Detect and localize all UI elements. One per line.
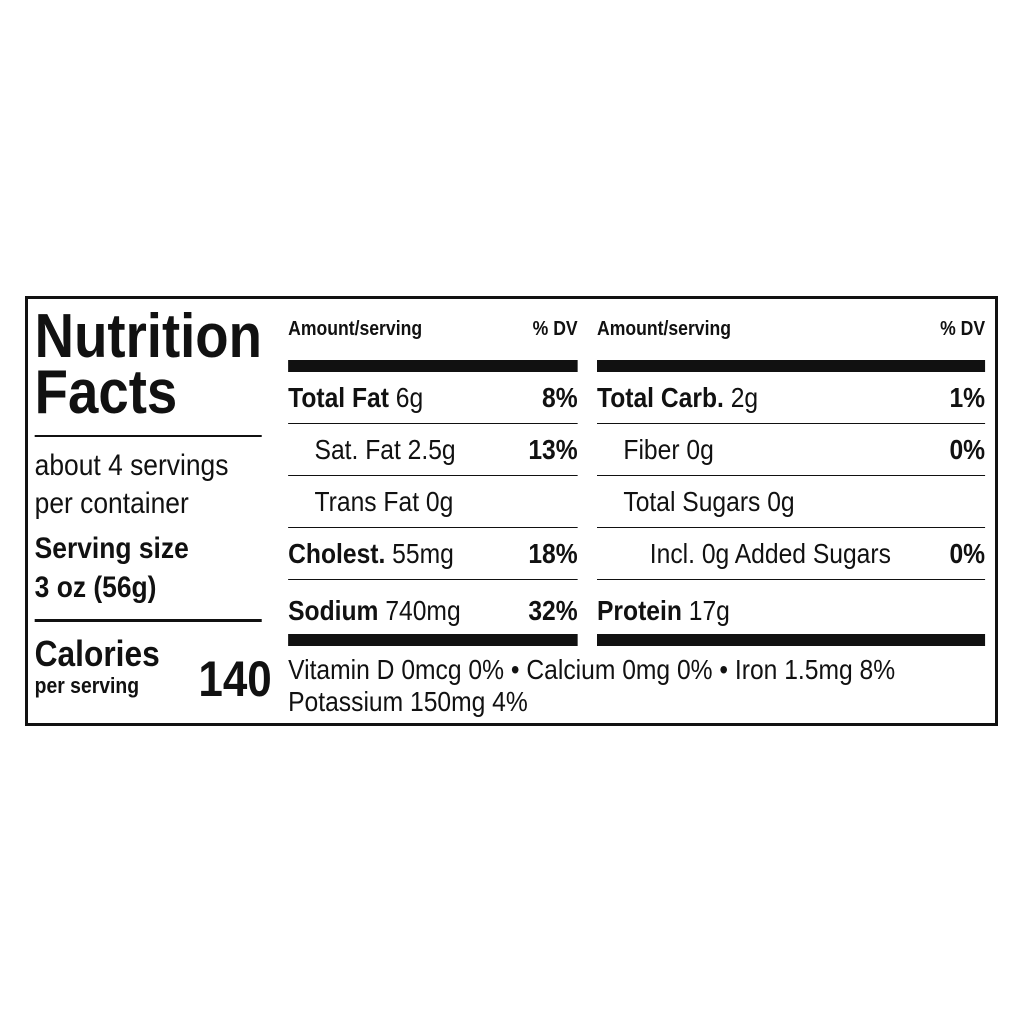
footer-line: Potassium 150mg 4% (288, 686, 528, 717)
calories-sublabel: per serving (34, 673, 140, 698)
amount: 740mg (385, 595, 461, 626)
row: Incl. 0g Added Sugars 0% (597, 528, 986, 580)
column: Amount/serving % DV Total Fat 6g 8% Sat. F… (288, 296, 578, 646)
row: Total Sugars 0g (597, 476, 986, 528)
amount: 2.5g (407, 433, 456, 465)
servings: about 4 servings (34, 449, 229, 482)
dv: 32% (528, 595, 578, 626)
calories-label: Calories (34, 633, 160, 674)
header-dv: % DV (940, 318, 986, 340)
rows: Total Carb. 2g 1% Fiber 0g 0% Total Sugars… (597, 372, 986, 642)
serving-size-label: Serving size (34, 532, 189, 565)
nutrient: Incl. 0g Added Sugars (649, 537, 891, 569)
title: Facts (34, 358, 178, 427)
nutrient: Protein (597, 595, 682, 626)
row: Trans Fat 0g (288, 476, 578, 528)
servings: per container (34, 487, 189, 520)
divider (34, 435, 262, 437)
dv: 13% (528, 433, 578, 465)
nutrient: Total Fat (288, 381, 389, 413)
dv: 0% (949, 433, 986, 465)
thick-bar (288, 634, 578, 646)
calories-value: 140 (198, 651, 272, 707)
row: Total Fat 6g 8% (288, 372, 578, 424)
amount: 0g (686, 433, 714, 465)
thick-bar (288, 360, 578, 372)
thick-bar (597, 360, 986, 372)
serving-size: 3 oz (56g) (34, 571, 157, 604)
column: Amount/serving % DV Total Carb. 2g 1% Fibe… (597, 296, 986, 646)
nutrient: Sat. Fat (314, 433, 401, 465)
dv: 18% (528, 537, 578, 569)
divider (34, 619, 262, 622)
header-amount: Amount/serving (288, 318, 423, 340)
row: Fiber 0g 0% (597, 424, 986, 476)
nutrient: Trans Fat (314, 485, 420, 517)
row: Sodium 740mg 32% (288, 580, 578, 642)
amount: 2g (730, 381, 759, 413)
header-dv: % DV (532, 318, 578, 340)
label-border (25, 296, 998, 726)
header-amount: Amount/serving (597, 318, 731, 340)
nutrient: Total Sugars (623, 485, 761, 517)
footer-line: Vitamin D 0mcg 0% • Calcium 0mg 0% • Iro… (288, 654, 896, 685)
row: Sat. Fat 2.5g 13% (288, 424, 578, 476)
column-header: Amount/serving % DV (597, 319, 985, 339)
amount: 55mg (392, 537, 454, 569)
title: Nutrition (34, 302, 262, 371)
amount: 6g (395, 381, 424, 413)
nutrient: Fiber (623, 433, 680, 465)
nutrition-label: Nutrition Facts about 4 servings per con… (25, 296, 998, 726)
column-header: Amount/serving % DV (288, 319, 578, 339)
nutrient: Sodium (288, 595, 379, 626)
row: Total Carb. 2g 1% (597, 372, 986, 424)
nutrient: Cholest. (288, 537, 386, 569)
amount: 0g (425, 485, 454, 517)
row: Cholest. 55mg 18% (288, 528, 578, 580)
amount: 0g (767, 485, 795, 517)
amount: 17g (688, 595, 730, 626)
dv: 1% (949, 381, 986, 413)
nutrient: Total Carb. (597, 381, 724, 413)
dv: 8% (542, 381, 578, 413)
row: Protein 17g (597, 580, 985, 642)
thick-bar (597, 634, 986, 646)
rows: Total Fat 6g 8% Sat. Fat 2.5g 13% Trans Fa… (288, 372, 578, 642)
dv: 0% (949, 537, 986, 569)
